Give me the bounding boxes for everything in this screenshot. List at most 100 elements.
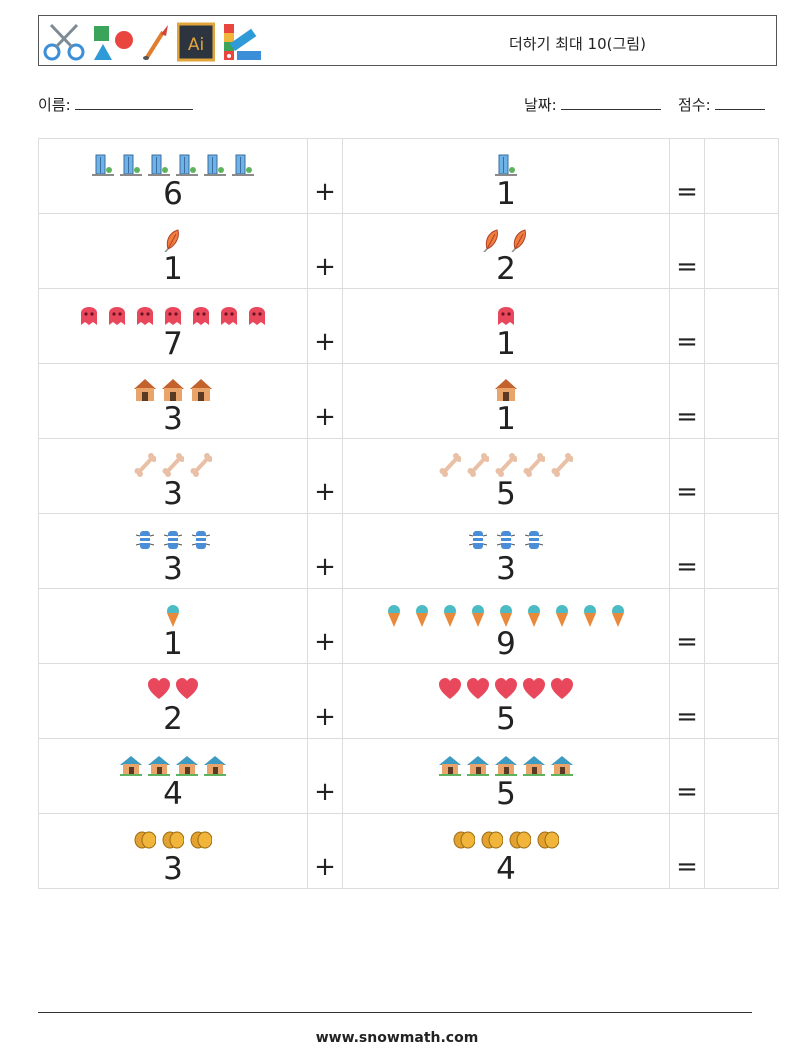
coins-icon [481, 831, 503, 849]
header-logos: Ai [43, 20, 263, 64]
plus-cell: + [307, 213, 343, 289]
equals-sign: = [676, 777, 698, 807]
plus-cell: + [307, 363, 343, 439]
addend-b-number: 5 [496, 776, 516, 812]
date-blank[interactable] [561, 95, 662, 110]
addend-b-number: 1 [496, 401, 516, 437]
ice-cream-icon [167, 605, 179, 627]
shapes-icon [94, 26, 133, 60]
addend-b-icons [439, 676, 573, 702]
name-blank[interactable] [75, 95, 194, 110]
cabin-icon [523, 755, 545, 776]
bone-icon [467, 453, 489, 477]
problem-row: 3 +4 = [38, 813, 779, 889]
bone-icon [134, 453, 156, 477]
plus-cell: + [307, 813, 343, 889]
cabin-icon [467, 755, 489, 776]
plus-cell: + [307, 138, 343, 214]
bug-icon [163, 530, 183, 550]
bone-icon [495, 453, 517, 477]
plus-sign: + [314, 627, 336, 657]
ice-cream-icon [612, 605, 624, 627]
addend-b-cell: 3 [342, 513, 670, 589]
cabin-icon [204, 755, 226, 776]
addend-b-icons [383, 601, 629, 627]
addend-a-number: 3 [163, 476, 183, 512]
answer-cell[interactable] [704, 738, 779, 814]
ice-cream-icon [584, 605, 596, 627]
worksheet-header: Ai 더하기 최대 10(그림) [38, 15, 777, 66]
equals-cell: = [669, 813, 705, 889]
equals-cell: = [669, 663, 705, 739]
ice-cream-icon [528, 605, 540, 627]
addend-a-icons [162, 601, 184, 627]
addend-b-cell: 2 [342, 213, 670, 289]
addend-a-number: 2 [163, 701, 183, 737]
equals-sign: = [676, 402, 698, 432]
brush-icon [143, 25, 168, 61]
addend-a-icons [148, 676, 198, 702]
footer-rule [38, 1012, 752, 1013]
addend-a-icons [92, 151, 254, 177]
addend-a-number: 4 [163, 776, 183, 812]
ghost-icon [249, 307, 265, 325]
heart-icon [467, 678, 489, 699]
addend-a-cell: 4 [38, 738, 308, 814]
cabin-icon [439, 755, 461, 776]
cabin-icon [148, 755, 170, 776]
addend-b-number: 1 [496, 176, 516, 212]
answer-cell[interactable] [704, 363, 779, 439]
plus-sign: + [314, 852, 336, 882]
coins-icon [453, 831, 475, 849]
addend-a-cell: 7 [38, 288, 308, 364]
answer-cell[interactable] [704, 663, 779, 739]
answer-cell[interactable] [704, 438, 779, 514]
answer-cell[interactable] [704, 588, 779, 664]
score-field: 점수: [678, 94, 766, 115]
coins-icon [509, 831, 531, 849]
answer-cell[interactable] [704, 288, 779, 364]
ghost-icon [221, 307, 237, 325]
palette-icon [224, 24, 261, 60]
plus-sign: + [314, 777, 336, 807]
name-label: 이름: [38, 96, 71, 114]
house-icon [162, 379, 184, 401]
ghost-icon [109, 307, 125, 325]
addend-a-icons [134, 451, 212, 477]
building-icon [92, 154, 114, 177]
ghost-icon [81, 307, 97, 325]
score-blank[interactable] [715, 95, 766, 110]
house-icon [190, 379, 212, 401]
bug-icon [135, 530, 155, 550]
bone-icon [162, 453, 184, 477]
footer-website: www.snowmath.com [315, 1030, 479, 1046]
illustrator-icon: Ai [177, 22, 215, 62]
bone-icon [439, 453, 461, 477]
problem-row: 3 +3 = [38, 513, 779, 589]
heart-icon [523, 678, 545, 699]
equals-cell: = [669, 738, 705, 814]
addend-b-icons [495, 151, 517, 177]
illustrator-icon-text: Ai [188, 35, 204, 55]
addend-b-cell: 1 [342, 363, 670, 439]
addend-a-cell: 1 [38, 588, 308, 664]
answer-cell[interactable] [704, 213, 779, 289]
addend-b-number: 4 [496, 851, 516, 887]
problem-row: 7 +1 = [38, 288, 779, 364]
answer-cell[interactable] [704, 138, 779, 214]
addend-b-number: 1 [496, 326, 516, 362]
answer-cell[interactable] [704, 813, 779, 889]
name-field: 이름: [38, 94, 194, 115]
answer-cell[interactable] [704, 513, 779, 589]
addend-a-icons [134, 376, 212, 402]
addend-a-icons [134, 526, 212, 552]
date-field: 날짜: [524, 94, 662, 115]
plus-cell: + [307, 288, 343, 364]
bug-icon [191, 530, 211, 550]
ice-cream-icon [556, 605, 568, 627]
addend-a-icons [134, 826, 212, 852]
feather-icon [483, 229, 499, 252]
cabin-icon [120, 755, 142, 776]
addend-b-number: 3 [496, 551, 516, 587]
scissors-icon [43, 23, 85, 61]
